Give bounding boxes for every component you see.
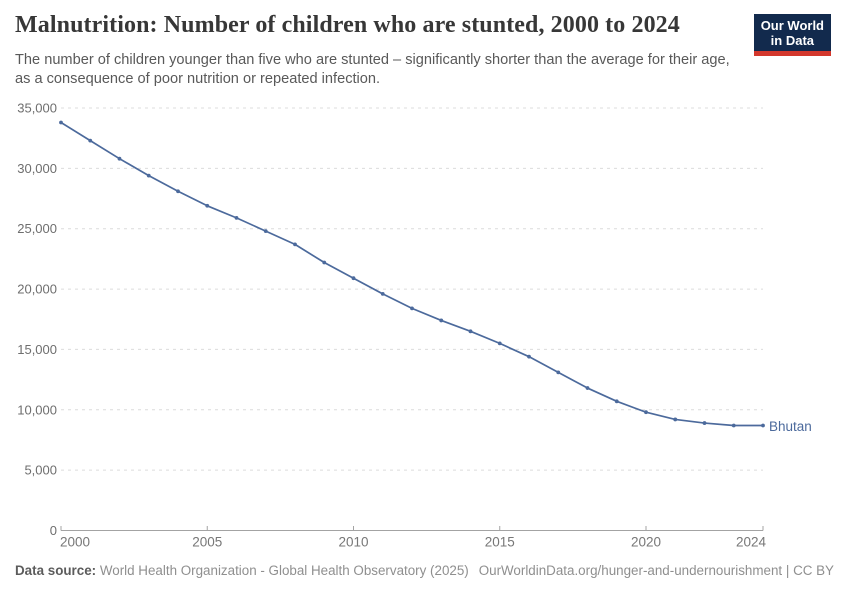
data-point[interactable] xyxy=(176,189,180,194)
data-point[interactable] xyxy=(497,341,502,346)
x-tick-label: 2024 xyxy=(736,535,767,550)
y-tick-label: 0 xyxy=(50,523,57,538)
data-point[interactable] xyxy=(527,354,531,359)
y-tick-label: 5,000 xyxy=(24,463,57,478)
y-tick-label: 35,000 xyxy=(17,101,57,116)
data-point[interactable] xyxy=(380,292,385,296)
entity-label[interactable]: Bhutan xyxy=(769,419,812,434)
data-point[interactable] xyxy=(293,242,297,247)
data-point[interactable] xyxy=(146,173,151,178)
data-point[interactable] xyxy=(585,386,590,390)
data-point[interactable] xyxy=(702,421,707,425)
x-tick-label: 2000 xyxy=(60,535,90,550)
data-point[interactable] xyxy=(117,156,122,161)
y-tick-label: 30,000 xyxy=(17,161,57,176)
y-tick-label: 20,000 xyxy=(17,282,57,297)
owid-logo: Our World in Data xyxy=(753,14,831,56)
data-point[interactable] xyxy=(761,423,765,428)
data-point[interactable] xyxy=(673,417,678,422)
chart-title: Malnutrition: Number of children who are… xyxy=(15,12,680,38)
data-point[interactable] xyxy=(614,399,619,404)
data-point[interactable] xyxy=(234,215,239,220)
owid-logo-line2: in Data xyxy=(770,33,815,48)
data-point[interactable] xyxy=(322,260,327,265)
data-source-text: World Health Organization - Global Healt… xyxy=(99,563,469,578)
x-tick-label: 2005 xyxy=(192,535,222,550)
x-tick-label: 2010 xyxy=(338,535,368,550)
data-point[interactable] xyxy=(59,120,63,125)
data-point[interactable] xyxy=(263,229,268,234)
footer-link[interactable]: OurWorldinData.org/hunger-and-undernouri… xyxy=(478,563,834,578)
x-tick-label: 2015 xyxy=(485,535,515,550)
data-source: Data source: World Health Organization -… xyxy=(15,563,469,578)
y-tick-label: 25,000 xyxy=(17,221,57,236)
data-point[interactable] xyxy=(439,318,444,323)
data-point[interactable] xyxy=(410,306,414,311)
data-point[interactable] xyxy=(468,329,473,334)
y-tick-label: 15,000 xyxy=(17,342,57,357)
chart-subtitle: The number of children younger than five… xyxy=(15,52,730,87)
data-point[interactable] xyxy=(556,370,561,375)
owid-logo-line1: Our World xyxy=(760,18,824,33)
y-tick-label: 10,000 xyxy=(17,402,57,417)
data-source-label: Data source: xyxy=(15,563,97,578)
data-point[interactable] xyxy=(88,138,93,143)
data-point[interactable] xyxy=(205,203,210,208)
x-tick-label: 2020 xyxy=(631,535,661,550)
data-point[interactable] xyxy=(644,410,648,415)
data-point[interactable] xyxy=(351,276,356,281)
data-point[interactable] xyxy=(731,423,736,428)
